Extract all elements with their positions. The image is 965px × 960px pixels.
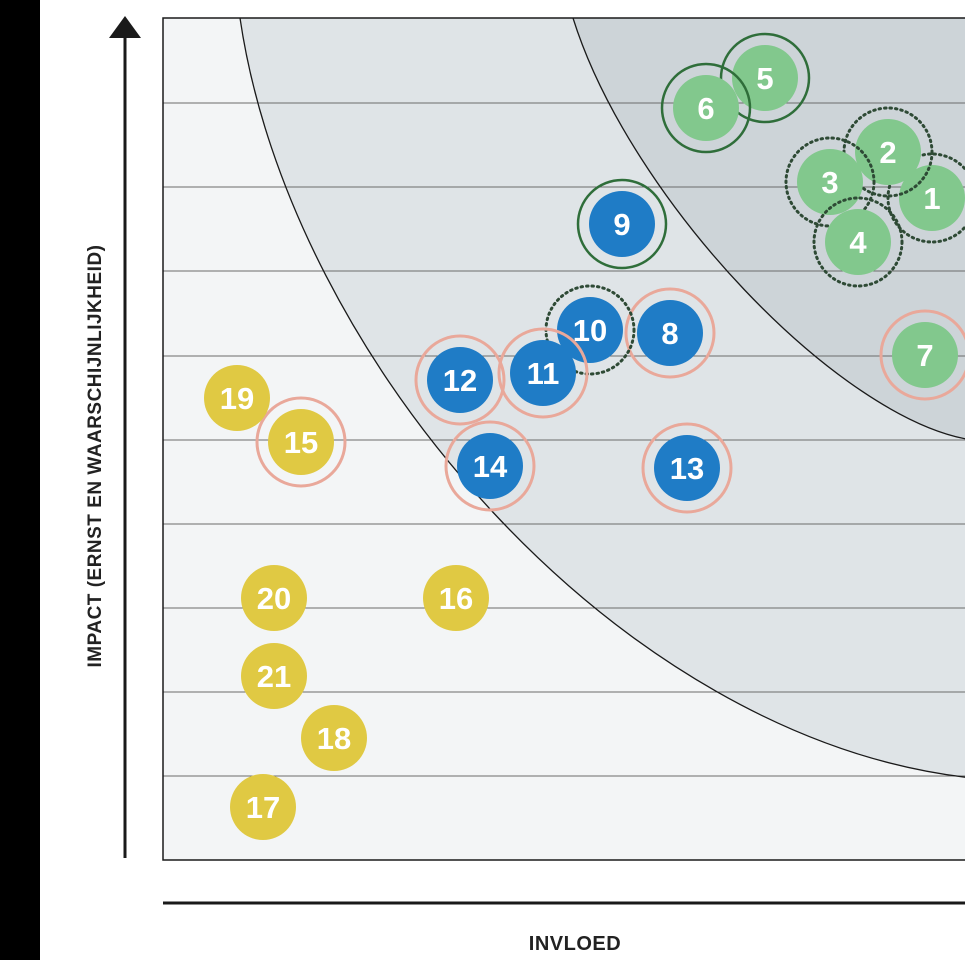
bubble-13-ring <box>641 422 733 514</box>
boundary-curve-mid <box>239 18 965 778</box>
bubble-9-dot <box>589 191 655 257</box>
bubble-19-dot <box>204 365 270 431</box>
bubble-12-ring <box>414 334 506 426</box>
bubble-5-label: 5 <box>756 61 773 96</box>
bubble-6-label: 6 <box>697 91 714 126</box>
bubble-19: 19 <box>204 365 270 431</box>
bubble-8-label: 8 <box>661 316 678 351</box>
bubble-17-dot <box>230 774 296 840</box>
bubble-21-label: 21 <box>257 659 291 694</box>
bubble-15: 15 <box>255 396 347 488</box>
bubble-7-label: 7 <box>916 338 933 373</box>
bubble-11-dot <box>510 340 576 406</box>
plot-frame <box>162 17 965 861</box>
bubble-18-label: 18 <box>317 721 351 756</box>
bubble-11-ring <box>497 327 589 419</box>
bubble-15-ring <box>255 396 347 488</box>
bubble-3-dot <box>797 149 863 215</box>
bubble-5-ring <box>719 32 811 124</box>
bubble-14-label: 14 <box>473 449 508 484</box>
bubble-12-label: 12 <box>443 363 477 398</box>
bubble-12: 12 <box>414 334 506 426</box>
bubble-13: 13 <box>641 422 733 514</box>
bubble-8: 8 <box>624 287 716 379</box>
bubble-2-label: 2 <box>879 135 896 170</box>
bubble-19-label: 19 <box>220 381 254 416</box>
bubble-14-dot <box>457 433 523 499</box>
bubble-6-dot <box>673 75 739 141</box>
bubble-4-dot <box>825 209 891 275</box>
x-axis-label: INVLOED <box>529 933 621 955</box>
bubble-10: 10 <box>544 284 636 376</box>
bubble-2-ring <box>842 106 934 198</box>
bubble-2: 2 <box>842 106 934 198</box>
bubble-1-dot <box>899 165 965 231</box>
bubble-14-ring <box>444 420 536 512</box>
bubble-1-ring <box>886 152 965 244</box>
bubble-7-ring <box>879 309 965 401</box>
bubble-1-label: 1 <box>923 181 940 216</box>
bubble-7: 7 <box>879 309 965 401</box>
bubble-3-label: 3 <box>821 165 838 200</box>
bubble-10-label: 10 <box>573 313 607 348</box>
bubble-1: 1 <box>886 152 965 244</box>
bubble-9: 9 <box>576 178 668 270</box>
bubble-15-label: 15 <box>284 425 318 460</box>
bubble-20: 20 <box>241 565 307 631</box>
bubble-21-dot <box>241 643 307 709</box>
bubble-9-label: 9 <box>613 207 630 242</box>
bubble-7-dot <box>892 322 958 388</box>
bubble-18-dot <box>301 705 367 771</box>
bubble-17-label: 17 <box>246 790 280 825</box>
bubble-8-dot <box>637 300 703 366</box>
bubble-9-ring <box>576 178 668 270</box>
bubble-11: 11 <box>497 327 589 419</box>
bubble-14: 14 <box>444 420 536 512</box>
y-axis-arrow-head <box>109 16 141 38</box>
left-black-bar <box>0 0 40 960</box>
bubble-6-ring <box>660 62 752 154</box>
bubble-8-ring <box>624 287 716 379</box>
bubble-12-dot <box>427 347 493 413</box>
bubble-4: 4 <box>812 196 904 288</box>
bubble-10-dot <box>557 297 623 363</box>
bubble-13-label: 13 <box>670 451 704 486</box>
bubble-17: 17 <box>230 774 296 840</box>
bubble-20-dot <box>241 565 307 631</box>
bubble-4-label: 4 <box>849 225 867 260</box>
bubble-2-dot <box>855 119 921 185</box>
bubble-16-dot <box>423 565 489 631</box>
bubble-4-ring <box>812 196 904 288</box>
bubble-11-label: 11 <box>527 356 560 391</box>
bubble-16: 16 <box>423 565 489 631</box>
bubble-15-dot <box>268 409 334 475</box>
bubble-6: 6 <box>660 62 752 154</box>
bubble-21: 21 <box>241 643 307 709</box>
bubble-18: 18 <box>301 705 367 771</box>
bubble-16-label: 16 <box>439 581 473 616</box>
zone-high <box>573 18 965 439</box>
boundary-curve-high <box>572 18 965 440</box>
y-axis-label: IMPACT (ERNST EN WAARSCHIJNLIJKHEID) <box>85 245 106 668</box>
bubble-13-dot <box>654 435 720 501</box>
bubble-20-label: 20 <box>257 581 291 616</box>
